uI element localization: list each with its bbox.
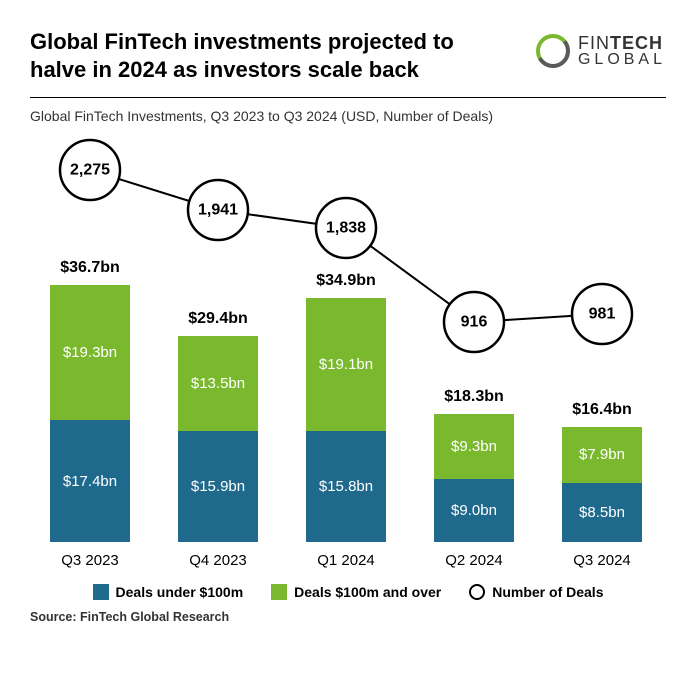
- logo-icon: [534, 32, 572, 70]
- chart: $36.7bn$19.3bn$17.4bn$29.4bn$13.5bn$15.9…: [30, 132, 666, 582]
- chart-subtitle: Global FinTech Investments, Q3 2023 to Q…: [30, 108, 666, 124]
- legend-swatch-under: [93, 584, 109, 600]
- source-text: Source: FinTech Global Research: [30, 610, 666, 624]
- deals-value-label: 1,941: [198, 202, 238, 219]
- x-axis-label: Q2 2024: [434, 552, 514, 569]
- x-axis-label: Q3 2023: [50, 552, 130, 569]
- legend: Deals under $100m Deals $100m and over N…: [30, 584, 666, 600]
- legend-item-over: Deals $100m and over: [271, 584, 441, 600]
- deals-value-label: 1,838: [326, 220, 366, 237]
- legend-swatch-over: [271, 584, 287, 600]
- legend-item-under: Deals under $100m: [93, 584, 244, 600]
- x-axis-label: Q4 2023: [178, 552, 258, 569]
- legend-label: Number of Deals: [492, 584, 603, 600]
- x-axis-label: Q1 2024: [306, 552, 386, 569]
- x-axis-label: Q3 2024: [562, 552, 642, 569]
- x-axis: Q3 2023 Q4 2023 Q1 2024 Q2 2024 Q3 2024: [40, 542, 656, 582]
- legend-item-deals: Number of Deals: [469, 584, 603, 600]
- divider: [30, 97, 666, 98]
- deals-line: 2,275 1,941 1,838 916 981: [40, 132, 656, 542]
- logo: FINTECH GLOBAL: [534, 28, 666, 70]
- deals-value-label: 916: [461, 314, 488, 331]
- legend-label: Deals $100m and over: [294, 584, 441, 600]
- legend-circle-icon: [469, 584, 485, 600]
- page-title: Global FinTech investments projected to …: [30, 28, 490, 83]
- logo-text-bottom: GLOBAL: [578, 52, 666, 68]
- legend-label: Deals under $100m: [116, 584, 244, 600]
- deals-value-label: 981: [589, 306, 616, 323]
- header: Global FinTech investments projected to …: [30, 28, 666, 83]
- logo-text-top: FINTECH: [578, 34, 666, 52]
- deals-value-label: 2,275: [70, 162, 110, 179]
